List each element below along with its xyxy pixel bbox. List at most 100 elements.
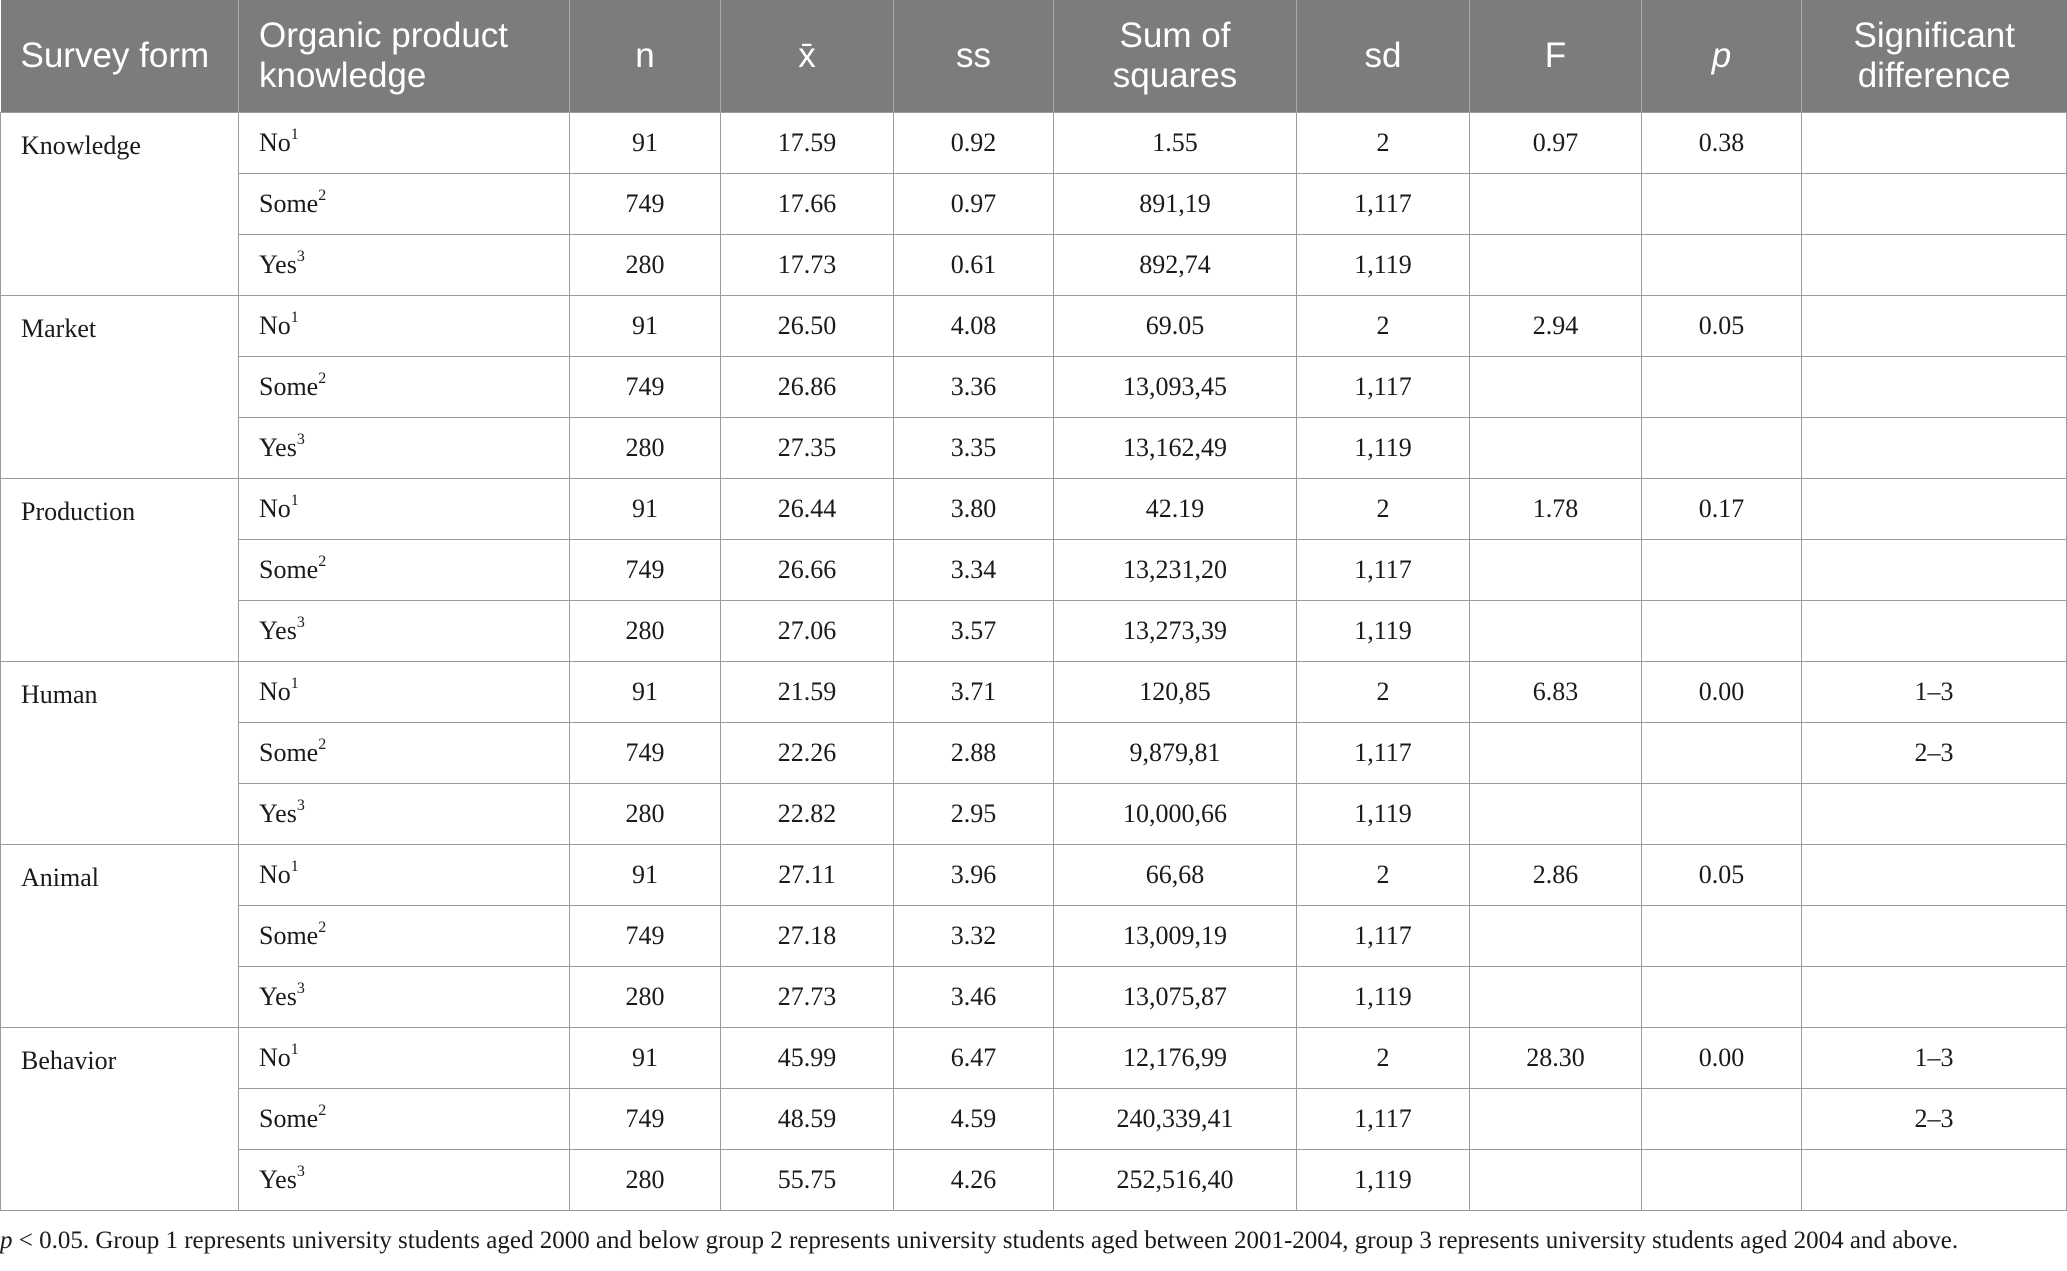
cell-significant-difference: 1–3 bbox=[1801, 660, 2067, 723]
cell-sd: 1,119 bbox=[1296, 965, 1470, 1028]
cell-sd: 2 bbox=[1296, 843, 1470, 906]
cell-survey-form: Animal bbox=[0, 843, 239, 1028]
cell-knowledge-group: Yes3 bbox=[238, 965, 570, 1028]
group-superscript: 3 bbox=[296, 247, 305, 265]
cell-sum-of-squares: 1.55 bbox=[1053, 111, 1297, 174]
table-row: Yes3 280 27.73 3.46 13,075,87 1,119 bbox=[1, 965, 2067, 1028]
cell-p bbox=[1641, 782, 1802, 845]
group-superscript: 2 bbox=[318, 186, 327, 204]
cell-p: 0.00 bbox=[1641, 660, 1802, 723]
cell-p bbox=[1641, 965, 1802, 1028]
cell-mean: 26.86 bbox=[720, 355, 894, 418]
cell-significant-difference: 2–3 bbox=[1801, 1087, 2067, 1150]
cell-knowledge-group: Yes3 bbox=[238, 599, 570, 662]
cell-p: 0.05 bbox=[1641, 843, 1802, 906]
cell-f: 1.78 bbox=[1469, 477, 1642, 540]
group-label: No bbox=[259, 676, 291, 706]
group-superscript: 1 bbox=[290, 1040, 299, 1058]
cell-p bbox=[1641, 599, 1802, 662]
cell-f: 28.30 bbox=[1469, 1026, 1642, 1089]
cell-n: 91 bbox=[569, 843, 721, 906]
cell-p bbox=[1641, 355, 1802, 418]
cell-n: 91 bbox=[569, 111, 721, 174]
cell-n: 749 bbox=[569, 904, 721, 967]
table-footnote: p < 0.05. Group 1 represents university … bbox=[0, 1227, 2067, 1255]
cell-knowledge-group: Yes3 bbox=[238, 782, 570, 845]
header-significant-difference: Significant difference bbox=[1801, 0, 2067, 112]
group-label: Some bbox=[259, 554, 319, 584]
group-label: Yes bbox=[259, 615, 297, 645]
table-row: Some2 749 22.26 2.88 9,879,81 1,117 2–3 bbox=[1, 721, 2067, 784]
group-label: No bbox=[259, 1042, 291, 1072]
group-label: No bbox=[259, 127, 291, 157]
group-label: Yes bbox=[259, 981, 297, 1011]
cell-sd: 2 bbox=[1296, 1026, 1470, 1089]
table-header: Survey form Organic product knowledge n … bbox=[0, 0, 2067, 112]
cell-significant-difference bbox=[1801, 904, 2067, 967]
cell-n: 280 bbox=[569, 233, 721, 296]
cell-p: 0.17 bbox=[1641, 477, 1802, 540]
cell-n: 280 bbox=[569, 416, 721, 479]
cell-ss: 4.08 bbox=[893, 294, 1054, 357]
group-label: Some bbox=[259, 1103, 319, 1133]
group-superscript: 2 bbox=[318, 735, 327, 753]
cell-knowledge-group: No1 bbox=[238, 660, 570, 723]
header-survey-form: Survey form bbox=[0, 0, 239, 112]
table-row: Behavior No1 91 45.99 6.47 12,176,99 2 28.30 0.0… bbox=[0, 1026, 2067, 1211]
cell-sd: 2 bbox=[1296, 294, 1470, 357]
group-label: No bbox=[259, 859, 291, 889]
cell-significant-difference bbox=[1801, 111, 2067, 174]
group-superscript: 2 bbox=[318, 369, 327, 387]
cell-survey-form: Behavior bbox=[0, 1026, 239, 1211]
group-superscript: 1 bbox=[290, 125, 299, 143]
group-superscript: 1 bbox=[290, 857, 299, 875]
cell-ss: 3.34 bbox=[893, 538, 1054, 601]
cell-sum-of-squares: 12,176,99 bbox=[1053, 1026, 1297, 1089]
cell-mean: 21.59 bbox=[720, 660, 894, 723]
header-mean: x̄ bbox=[720, 0, 894, 112]
cell-f: 2.94 bbox=[1469, 294, 1642, 357]
cell-mean: 27.06 bbox=[720, 599, 894, 662]
cell-knowledge-group: Some2 bbox=[238, 1087, 570, 1150]
cell-sd: 1,117 bbox=[1296, 1087, 1470, 1150]
cell-mean: 17.73 bbox=[720, 233, 894, 296]
cell-p bbox=[1641, 1087, 1802, 1150]
cell-n: 280 bbox=[569, 782, 721, 845]
group-superscript: 3 bbox=[296, 979, 305, 997]
cell-knowledge-group: Some2 bbox=[238, 538, 570, 601]
cell-n: 91 bbox=[569, 1026, 721, 1089]
cell-sd: 1,119 bbox=[1296, 782, 1470, 845]
cell-f: 6.83 bbox=[1469, 660, 1642, 723]
cell-n: 749 bbox=[569, 538, 721, 601]
cell-knowledge-group: No1 bbox=[238, 111, 570, 174]
cell-ss: 0.92 bbox=[893, 111, 1054, 174]
cell-p: 0.00 bbox=[1641, 1026, 1802, 1089]
group-superscript: 2 bbox=[318, 1101, 327, 1119]
table-row: Market No1 91 26.50 4.08 69.05 2 2.94 0.05 bbox=[0, 294, 2067, 479]
cell-sd: 1,117 bbox=[1296, 355, 1470, 418]
cell-mean: 27.73 bbox=[720, 965, 894, 1028]
group-label: No bbox=[259, 493, 291, 523]
cell-ss: 3.32 bbox=[893, 904, 1054, 967]
table-row: Some2 749 27.18 3.32 13,009,19 1,117 bbox=[1, 904, 2067, 967]
cell-significant-difference bbox=[1801, 355, 2067, 418]
cell-knowledge-group: Some2 bbox=[238, 355, 570, 418]
cell-significant-difference: 2–3 bbox=[1801, 721, 2067, 784]
group-superscript: 3 bbox=[296, 430, 305, 448]
header-sum-of-squares: Sum of squares bbox=[1053, 0, 1297, 112]
group-superscript: 1 bbox=[290, 674, 299, 692]
cell-ss: 3.96 bbox=[893, 843, 1054, 906]
header-knowledge: Organic product knowledge bbox=[238, 0, 570, 112]
cell-f bbox=[1469, 172, 1642, 235]
cell-n: 91 bbox=[569, 294, 721, 357]
cell-f bbox=[1469, 1148, 1642, 1211]
cell-sum-of-squares: 891,19 bbox=[1053, 172, 1297, 235]
group-superscript: 3 bbox=[296, 613, 305, 631]
cell-ss: 4.59 bbox=[893, 1087, 1054, 1150]
cell-sum-of-squares: 42.19 bbox=[1053, 477, 1297, 540]
cell-knowledge-group: Some2 bbox=[238, 721, 570, 784]
cell-knowledge-group: No1 bbox=[238, 294, 570, 357]
group-label: Some bbox=[259, 920, 319, 950]
cell-significant-difference bbox=[1801, 538, 2067, 601]
